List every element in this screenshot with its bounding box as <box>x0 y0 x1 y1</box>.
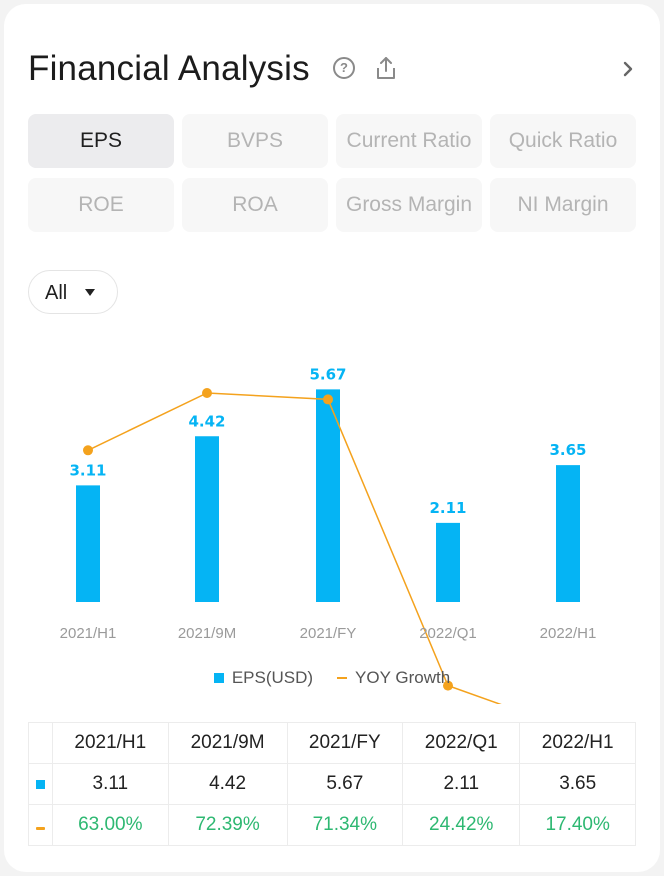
yoy-marker-icon <box>28 804 53 846</box>
yoy-point-2022/Q1 <box>443 680 453 691</box>
bar-value-label: 4.42 <box>188 412 225 430</box>
bar-value-label: 3.65 <box>549 441 586 459</box>
table-cell: 5.67 <box>286 763 404 805</box>
table-header-cell: 2021/FY <box>286 722 404 764</box>
legend-yoy-label: YOY Growth <box>355 668 451 687</box>
table-header-cell: 2022/H1 <box>519 722 636 764</box>
table-cell: 24.42% <box>402 804 521 846</box>
period-filter-label: All <box>45 282 68 304</box>
table-row-eps: 3.11 4.42 5.67 2.11 3.65 <box>28 763 636 805</box>
legend-bar-swatch <box>213 673 224 683</box>
table-cell: 72.39% <box>167 804 288 846</box>
table-cell: 17.40% <box>519 804 636 846</box>
yoy-point-2021/FY <box>323 394 333 405</box>
help-icon[interactable]: ? <box>333 57 355 79</box>
yoy-point-2021/9M <box>202 388 212 398</box>
table-header-cell: 2022/Q1 <box>402 722 521 764</box>
table-corner-cell <box>28 722 53 764</box>
page-title: Financial Analysis <box>28 49 310 88</box>
legend-line-swatch <box>337 677 348 679</box>
eps-marker-icon <box>28 763 53 805</box>
table-cell: 2.11 <box>402 763 521 805</box>
x-tick-label: 2021/H1 <box>60 625 117 642</box>
table-cell: 3.11 <box>52 763 169 805</box>
tab-bvps[interactable]: BVPS <box>182 114 328 168</box>
bar-2021/FY <box>316 389 340 602</box>
caret-down-icon <box>85 289 95 296</box>
table-row-yoy: 63.00% 72.39% 71.34% 24.42% 17.40% <box>28 804 636 846</box>
x-tick-label: 2022/H1 <box>540 625 597 642</box>
table-cell: 71.34% <box>286 804 404 846</box>
table-header-cell: 2021/9M <box>167 722 288 764</box>
tab-current-ratio[interactable]: Current Ratio <box>336 114 482 168</box>
table-cell: 4.42 <box>167 763 288 805</box>
chart-legend: EPS(USD) YOY Growth <box>4 664 660 692</box>
bar-2021/H1 <box>76 485 100 602</box>
period-filter-dropdown[interactable]: All <box>28 270 118 314</box>
table-cell: 3.65 <box>519 763 636 805</box>
bar-2022/H1 <box>556 465 580 602</box>
x-tick-label: 2021/FY <box>300 625 357 642</box>
x-tick-label: 2022/Q1 <box>419 625 477 642</box>
table-cell: 63.00% <box>52 804 169 846</box>
bar-value-label: 2.11 <box>429 499 466 517</box>
share-icon[interactable] <box>374 55 398 81</box>
x-tick-label: 2021/9M <box>178 625 236 642</box>
tab-eps[interactable]: EPS <box>28 114 174 168</box>
tab-ni-margin[interactable]: NI Margin <box>490 178 636 232</box>
yoy-point-2021/H1 <box>83 445 93 456</box>
bar-value-label: 3.11 <box>69 461 106 479</box>
tab-roe[interactable]: ROE <box>28 178 174 232</box>
bar-2022/Q1 <box>436 522 460 602</box>
tab-gross-margin[interactable]: Gross Margin <box>336 178 482 232</box>
table-header-row: 2021/H1 2021/9M 2021/FY 2022/Q1 2022/H1 <box>28 722 636 764</box>
financial-analysis-card: Financial Analysis ? EPS BVPS Current Ra… <box>4 4 660 872</box>
header: Financial Analysis ? <box>28 44 638 94</box>
eps-data-table: 2021/H1 2021/9M 2021/FY 2022/Q1 2022/H1 … <box>28 722 636 846</box>
legend-eps-label: EPS(USD) <box>231 668 314 687</box>
chevron-right-icon[interactable] <box>618 57 638 81</box>
tab-roa[interactable]: ROA <box>182 178 328 232</box>
tab-quick-ratio[interactable]: Quick Ratio <box>490 114 636 168</box>
bar-value-label: 5.67 <box>309 365 346 383</box>
bar-2021/9M <box>195 436 219 602</box>
table-header-cell: 2021/H1 <box>52 722 169 764</box>
eps-chart: 3.11 4.42 5.67 2.11 3.65 2021/H1 2021/9M 2021/F… <box>60 365 597 704</box>
